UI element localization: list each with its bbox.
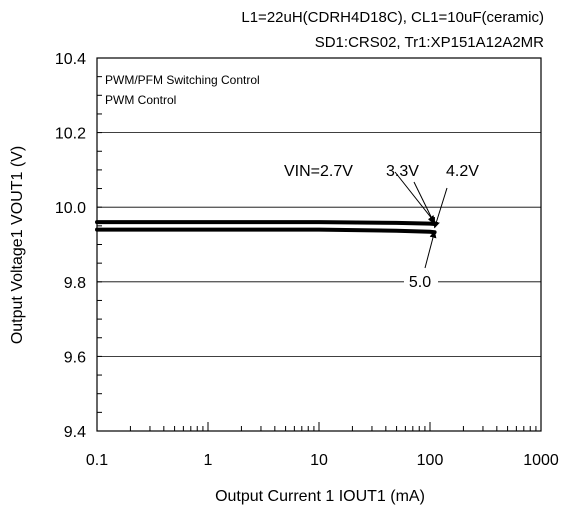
y-tick-label: 10.0: [55, 200, 86, 217]
chart-header-line-1: L1=22uH(CDRH4D18C), CL1=10uF(ceramic): [241, 9, 544, 26]
y-tick-label: 9.4: [64, 424, 86, 441]
y-axis-tick-labels: 9.4 9.6 9.8 10.0 10.2 10.4: [55, 51, 86, 441]
chart-header: L1=22uH(CDRH4D18C), CL1=10uF(ceramic) SD…: [241, 9, 544, 51]
annotation-arrow: [413, 181, 436, 225]
x-axis-label: Output Current 1 IOUT1 (mA): [215, 488, 425, 505]
annotation-label: VIN=2.7V: [284, 163, 353, 180]
annotation-label-bg: [404, 271, 438, 291]
annotations: VIN=2.7V 3.3V 4.2V 5.0: [284, 163, 479, 291]
annotation-label: 5.0: [409, 274, 431, 291]
x-tick-label: 1: [204, 452, 213, 469]
chart-header-line-2: SD1:CRS02, Tr1:XP151A12A2MR: [315, 34, 544, 51]
annotation-arrow: [433, 187, 448, 229]
x-axis-tick-labels: 0.1 1 10 100 1000: [86, 452, 559, 469]
data-series: [95, 220, 437, 235]
x-tick-label: 10: [310, 452, 328, 469]
y-tick-label: 10.4: [55, 51, 86, 68]
y-tick-label: 9.8: [64, 275, 86, 292]
annotation-label: 4.2V: [446, 163, 479, 180]
series-line-1: [95, 220, 437, 226]
legend-box-line-2: PWM Control: [105, 93, 176, 107]
legend-box: PWM/PFM Switching Control PWM Control: [105, 73, 260, 107]
annotation-label: 3.3V: [386, 163, 419, 180]
annotation-arrow: [424, 230, 437, 269]
annotation-arrow: [394, 171, 436, 223]
x-tick-label: 1000: [523, 452, 559, 469]
grid-lines: [97, 132, 541, 357]
legend-box-line-1: PWM/PFM Switching Control: [105, 73, 260, 87]
y-axis-label: Output Voltage1 VOUT1 (V): [9, 146, 26, 344]
x-tick-label: 0.1: [86, 452, 108, 469]
y-tick-label: 9.6: [64, 349, 86, 366]
y-tick-label: 10.2: [55, 126, 86, 143]
x-tick-label: 100: [417, 452, 444, 469]
series-line-2: [95, 227, 437, 235]
plot-area: [96, 57, 542, 432]
minor-ticks: [96, 57, 542, 432]
